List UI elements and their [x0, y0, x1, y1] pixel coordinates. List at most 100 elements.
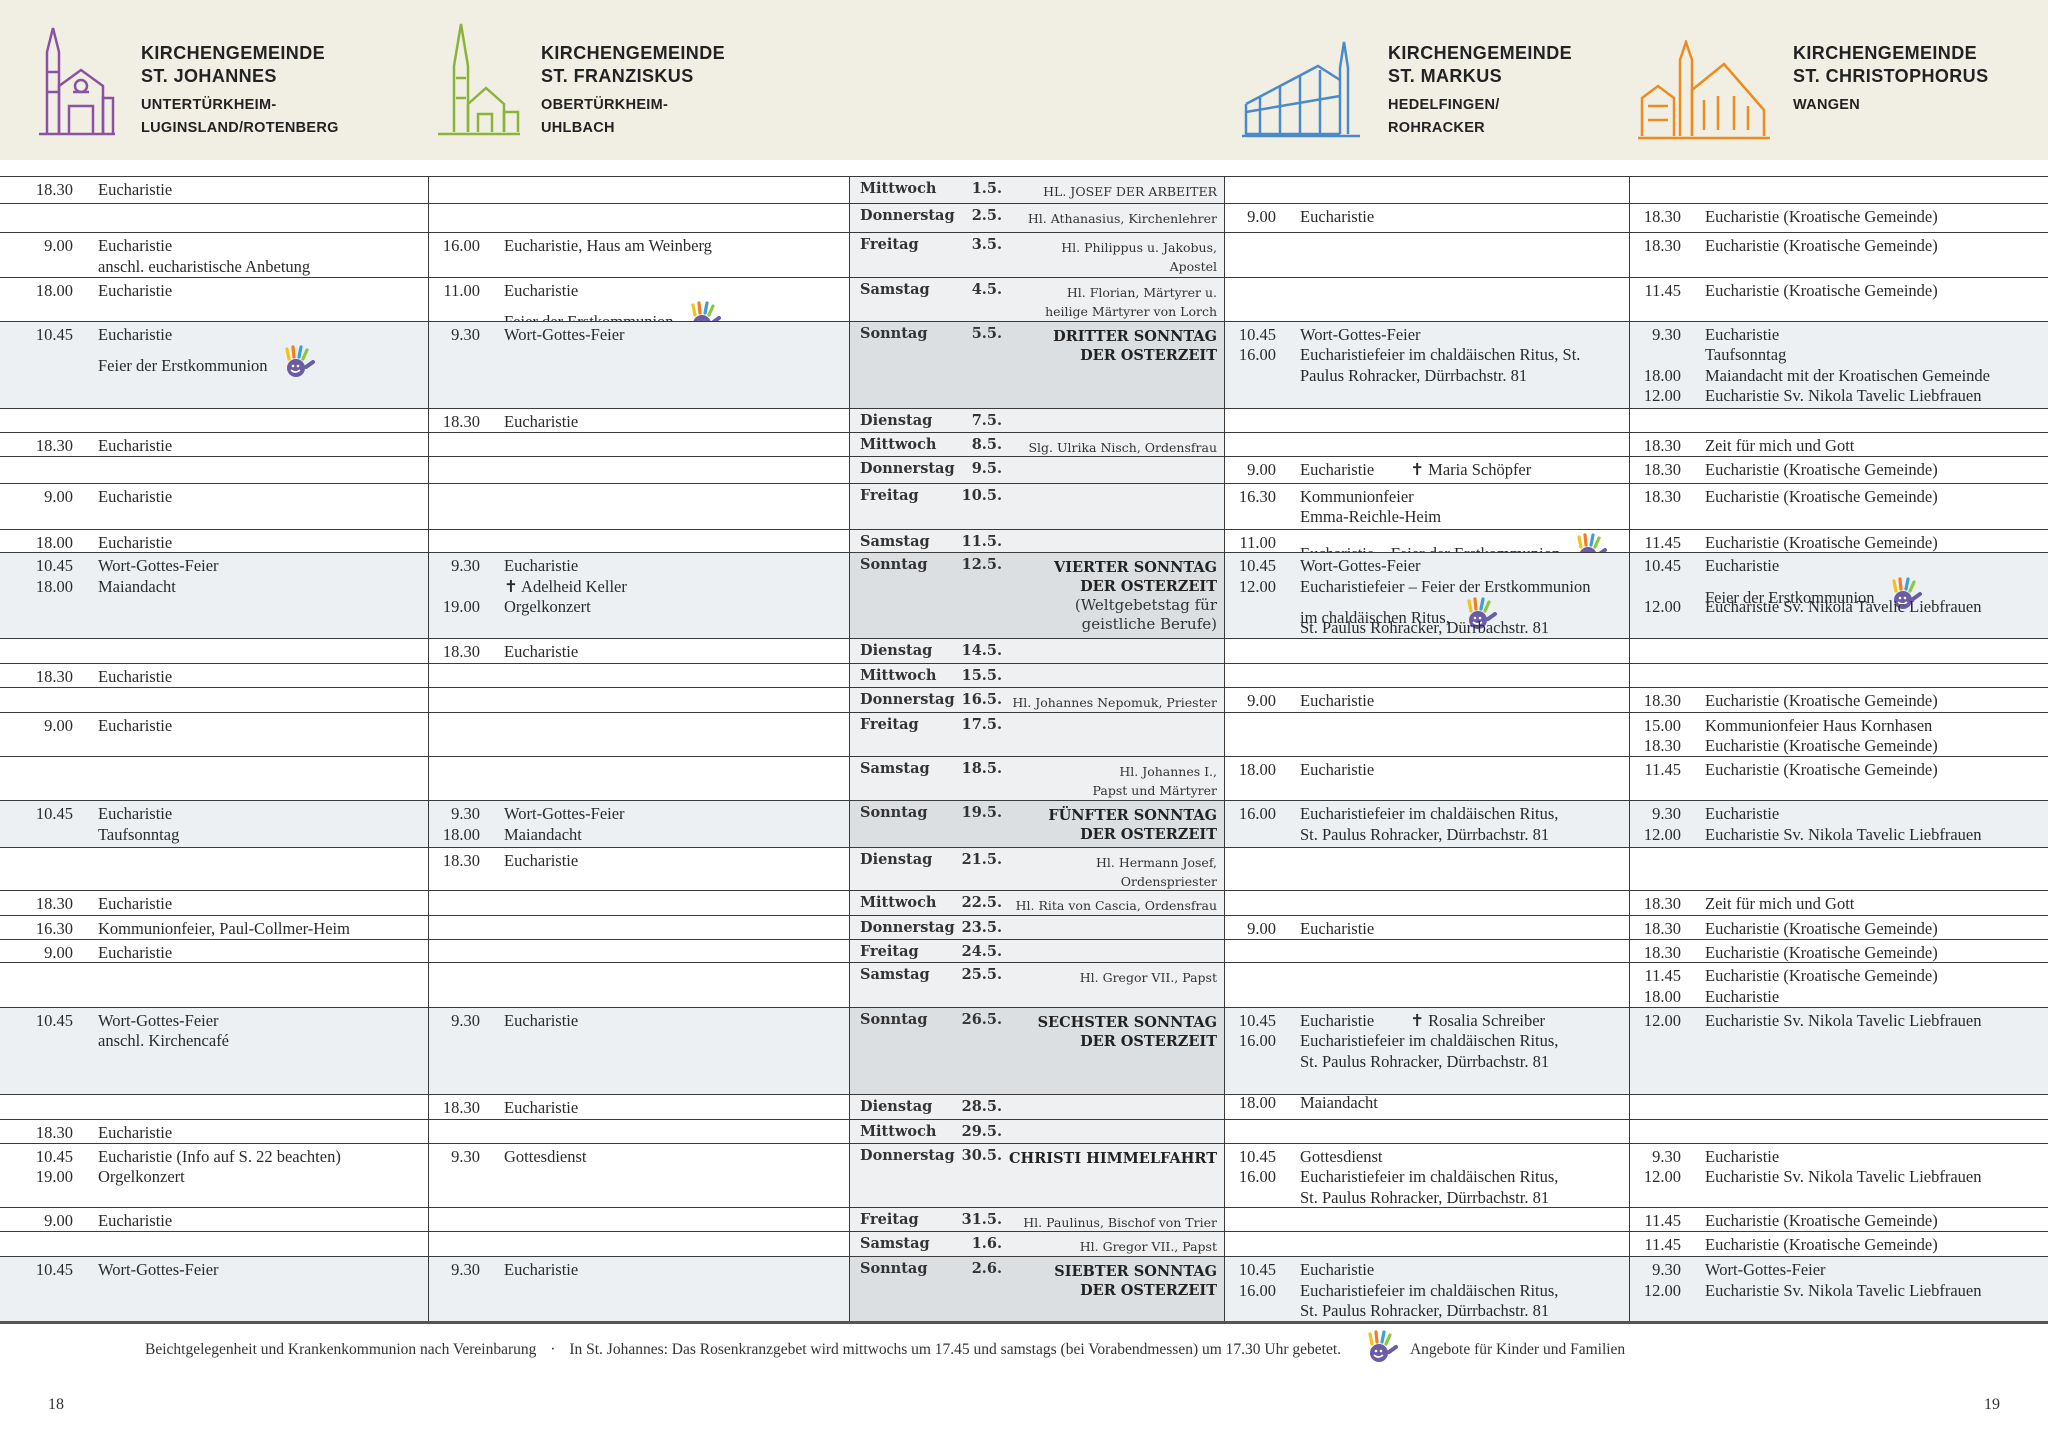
cell-franziskus: 18.30 Eucharistie — [428, 1095, 849, 1120]
date-cell: Dienstag 7.5. — [849, 409, 1224, 432]
cell-markus — [1224, 939, 1629, 963]
parish-name: ST. MARKUS — [1388, 66, 1503, 86]
table-bottom-rule — [0, 1321, 2048, 1324]
footer-legend: Angebote für Kinder und Familien — [1409, 1341, 1626, 1358]
feast-day: CHRISTI HIMMELFAHRT — [1009, 1149, 1217, 1168]
saint-label: heilige Märtyrer von Lorch — [1045, 303, 1217, 319]
feast-day: SIEBTER SONNTAG DER OSTERZEIT — [1054, 1262, 1217, 1300]
service-time: 10.45 — [35, 1010, 73, 1030]
service-description: Eucharistie (Kroatische Gemeinde) — [1705, 736, 1938, 755]
cell-johannes — [0, 757, 428, 800]
date: 9.5. — [971, 459, 1002, 477]
feast-day: Hl. Philippus u. Jakobus, Apostel — [1061, 238, 1217, 276]
service-time: 16.00 — [1238, 804, 1276, 824]
cell-markus — [1224, 409, 1629, 432]
cell-christophorus: 11.45 Eucharistie (Kroatische Gemeinde) — [1629, 277, 2048, 321]
service-time: 9.00 — [1247, 459, 1276, 479]
cell-franziskus — [428, 433, 849, 456]
table-row: Samstag 1.6. Hl. Gregor VII., Papst 11.45 Eu… — [0, 1231, 2048, 1257]
service-description: Eucharistiefeier im chaldäischen Ritus, — [1300, 1280, 1559, 1300]
service-time: 9.30 — [451, 804, 480, 824]
service-description: Maiandacht — [98, 576, 176, 596]
cell-franziskus: 9.30 Eucharistie — [428, 1007, 849, 1095]
cell-johannes: 18.00 Eucharistie — [0, 278, 428, 321]
service-description: Eucharistie Sv. Nikola Tavelic Liebfraue… — [1705, 824, 1982, 844]
service-time: 18.30 — [1643, 436, 1681, 455]
service-description: Kommunionfeier — [1300, 486, 1414, 506]
cell-christophorus: 18.30 Eucharistie (Kroatische Gemeinde) — [1629, 233, 2048, 277]
date: 2.5. — [971, 207, 1002, 225]
service-time: 18.30 — [442, 1098, 480, 1118]
table-row: 10.45 Wort-Gottes-Feier anschl. Kirchencaf… — [0, 1006, 2048, 1112]
service-time: 16.00 — [1238, 1167, 1276, 1187]
feast-day: FÜNFTER SONNTAG DER OSTERZEIT — [1048, 806, 1217, 844]
cell-christophorus — [1629, 639, 2048, 664]
cell-johannes: 10.45 Wort-Gottes-Feier anschl. Kirchencaf… — [0, 1007, 428, 1095]
date-cell: Donnerstag 16.5. Hl. Johannes Nepomuk, Pri… — [849, 687, 1224, 712]
service-description: Eucharistie — [1705, 986, 1780, 1006]
cell-johannes — [0, 1095, 428, 1119]
date: 29.5. — [961, 1123, 1002, 1141]
service-description: Eucharistie — [98, 486, 173, 506]
cell-johannes: 18.30 Eucharistie — [0, 664, 428, 687]
cell-johannes — [0, 409, 428, 432]
cell-johannes: 18.30 Eucharistie — [0, 177, 428, 203]
cell-markus — [1224, 891, 1629, 916]
service-description: Zeit für mich und Gott — [1705, 894, 1855, 914]
service-description: Eucharistie — [504, 1010, 579, 1030]
table-row: 10.45 Eucharistie (Info auf S. 22 beachte… — [0, 1142, 2048, 1207]
service-time: 16.00 — [1238, 1031, 1276, 1051]
feast-day: DRITTER SONNTAG DER OSTERZEIT — [1053, 327, 1217, 365]
date: 16.5. — [961, 690, 1002, 708]
cell-markus — [1224, 1207, 1629, 1232]
cell-markus — [1224, 233, 1629, 277]
service-description: Taufsonntag — [98, 824, 180, 844]
date: 3.5. — [971, 236, 1002, 254]
date-cell: Donnerstag 23.5. — [849, 916, 1224, 939]
date: 19.5. — [961, 804, 1002, 822]
cell-johannes: 10.45 Wort-Gottes-Feier 18.00 Maiandacht — [0, 553, 428, 639]
service-time: 18.00 — [1643, 365, 1681, 385]
service-description: Eucharistie — [98, 667, 173, 687]
parish-area: ROHRACKER — [1388, 120, 1485, 136]
service-description: Eucharistie — [504, 280, 579, 300]
service-description: Taufsonntag — [1705, 345, 1787, 365]
weekday: Mittwoch — [860, 1123, 937, 1141]
solemnity-label: CHRISTI HIMMELFAHRT — [1009, 1149, 1217, 1167]
service-description: Maiandacht — [504, 824, 582, 844]
service-description: ✝ Adelheid Keller — [504, 576, 627, 596]
service-description: Eucharistie — [98, 894, 173, 914]
service-description: Eucharistie (Kroatische Gemeinde) — [1705, 236, 1938, 256]
service-description: Eucharistie — [1300, 1260, 1375, 1280]
service-description: Eucharistie (Kroatische Gemeinde) — [1705, 942, 1938, 962]
weekday: Sonntag — [860, 1260, 928, 1278]
service-description: Eucharistie — [1705, 804, 1780, 824]
service-description: Eucharistiefeier im chaldäischen Ritus, … — [1300, 345, 1581, 365]
parish-title: KIRCHENGEMEINDE — [141, 43, 326, 63]
service-time: 10.45 — [35, 804, 73, 824]
weekday: Freitag — [860, 1210, 919, 1228]
service-description: Eucharistie — [504, 556, 579, 576]
service-time: 16.00 — [442, 236, 480, 256]
service-description: Eucharistie (Kroatische Gemeinde) — [1705, 1235, 1938, 1255]
date-cell: Freitag 17.5. — [849, 712, 1224, 756]
date-cell: Sonntag 5.5. DRITTER SONNTAG DER OSTERZEIT — [849, 321, 1224, 409]
service-time: 16.00 — [1238, 345, 1276, 365]
cell-franziskus: 9.30 Wort-Gottes-Feier — [428, 321, 849, 409]
cell-franziskus: 11.00EucharistieFeier der Erstkommunion — [428, 277, 849, 334]
cell-markus — [1224, 1095, 1629, 1120]
weekday: Dienstag — [860, 1098, 933, 1116]
service-time: 10.45 — [1238, 1010, 1276, 1030]
cell-franziskus — [428, 916, 849, 939]
service-description: Eucharistie (Kroatische Gemeinde) — [1705, 280, 1938, 300]
date: 17.5. — [961, 715, 1002, 733]
date: 5.5. — [971, 324, 1002, 342]
service-time: 18.30 — [1643, 894, 1681, 914]
saint-label: Hl. Johannes I., — [1119, 763, 1217, 779]
service-time: 9.30 — [451, 556, 480, 576]
table-row: 18.30 Eucharistie Dienstag 21.5. Hl. Hermann… — [0, 847, 2048, 891]
cell-franziskus — [428, 529, 849, 553]
cell-franziskus — [428, 177, 849, 204]
service-time: 18.30 — [442, 851, 480, 871]
